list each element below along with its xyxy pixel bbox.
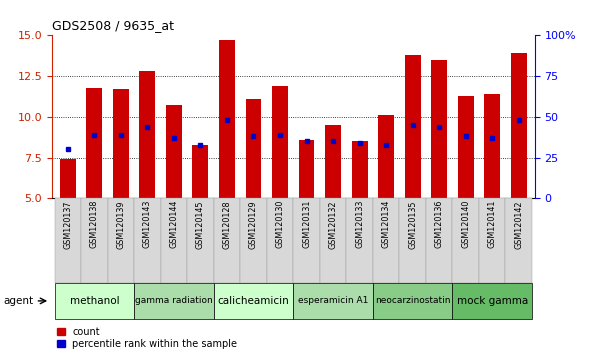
Text: GSM120137: GSM120137 (64, 200, 72, 249)
Text: GSM120128: GSM120128 (222, 200, 232, 249)
Bar (272, 86, 288, 198)
Bar (86, 87, 102, 198)
Bar (378, 115, 394, 198)
Text: neocarzinostatin: neocarzinostatin (375, 296, 450, 306)
Bar (404, 55, 420, 198)
Text: GSM120143: GSM120143 (143, 200, 152, 249)
Text: GSM120133: GSM120133 (355, 200, 364, 249)
Bar (299, 139, 315, 198)
Bar (431, 60, 447, 198)
Text: GSM120131: GSM120131 (302, 200, 311, 249)
Bar (511, 53, 527, 198)
Text: agent: agent (3, 296, 33, 306)
Text: mock gamma: mock gamma (456, 296, 528, 306)
Legend: count, percentile rank within the sample: count, percentile rank within the sample (57, 327, 237, 349)
Bar (166, 105, 182, 198)
Bar (458, 96, 474, 198)
Text: calicheamicin: calicheamicin (218, 296, 290, 306)
Bar (325, 125, 341, 198)
Bar (60, 159, 76, 198)
Text: GSM120130: GSM120130 (276, 200, 285, 249)
Text: GSM120140: GSM120140 (461, 200, 470, 249)
Text: gamma radiation: gamma radiation (135, 296, 213, 306)
Bar (351, 141, 368, 198)
Text: GSM120139: GSM120139 (116, 200, 125, 249)
Text: GSM120138: GSM120138 (90, 200, 99, 249)
Bar (192, 144, 208, 198)
Bar (485, 94, 500, 198)
Text: GSM120134: GSM120134 (382, 200, 390, 249)
Bar (113, 89, 129, 198)
Text: esperamicin A1: esperamicin A1 (298, 296, 368, 306)
Text: methanol: methanol (70, 296, 119, 306)
Text: GSM120144: GSM120144 (169, 200, 178, 249)
Text: GSM120135: GSM120135 (408, 200, 417, 249)
Bar (219, 40, 235, 198)
Bar (246, 99, 262, 198)
Text: GSM120142: GSM120142 (514, 200, 523, 249)
Text: GSM120141: GSM120141 (488, 200, 497, 249)
Text: GSM120132: GSM120132 (329, 200, 337, 249)
Text: GSM120145: GSM120145 (196, 200, 205, 249)
Text: GSM120129: GSM120129 (249, 200, 258, 249)
Text: GSM120136: GSM120136 (434, 200, 444, 249)
Bar (139, 71, 155, 198)
Text: GDS2508 / 9635_at: GDS2508 / 9635_at (52, 19, 174, 32)
